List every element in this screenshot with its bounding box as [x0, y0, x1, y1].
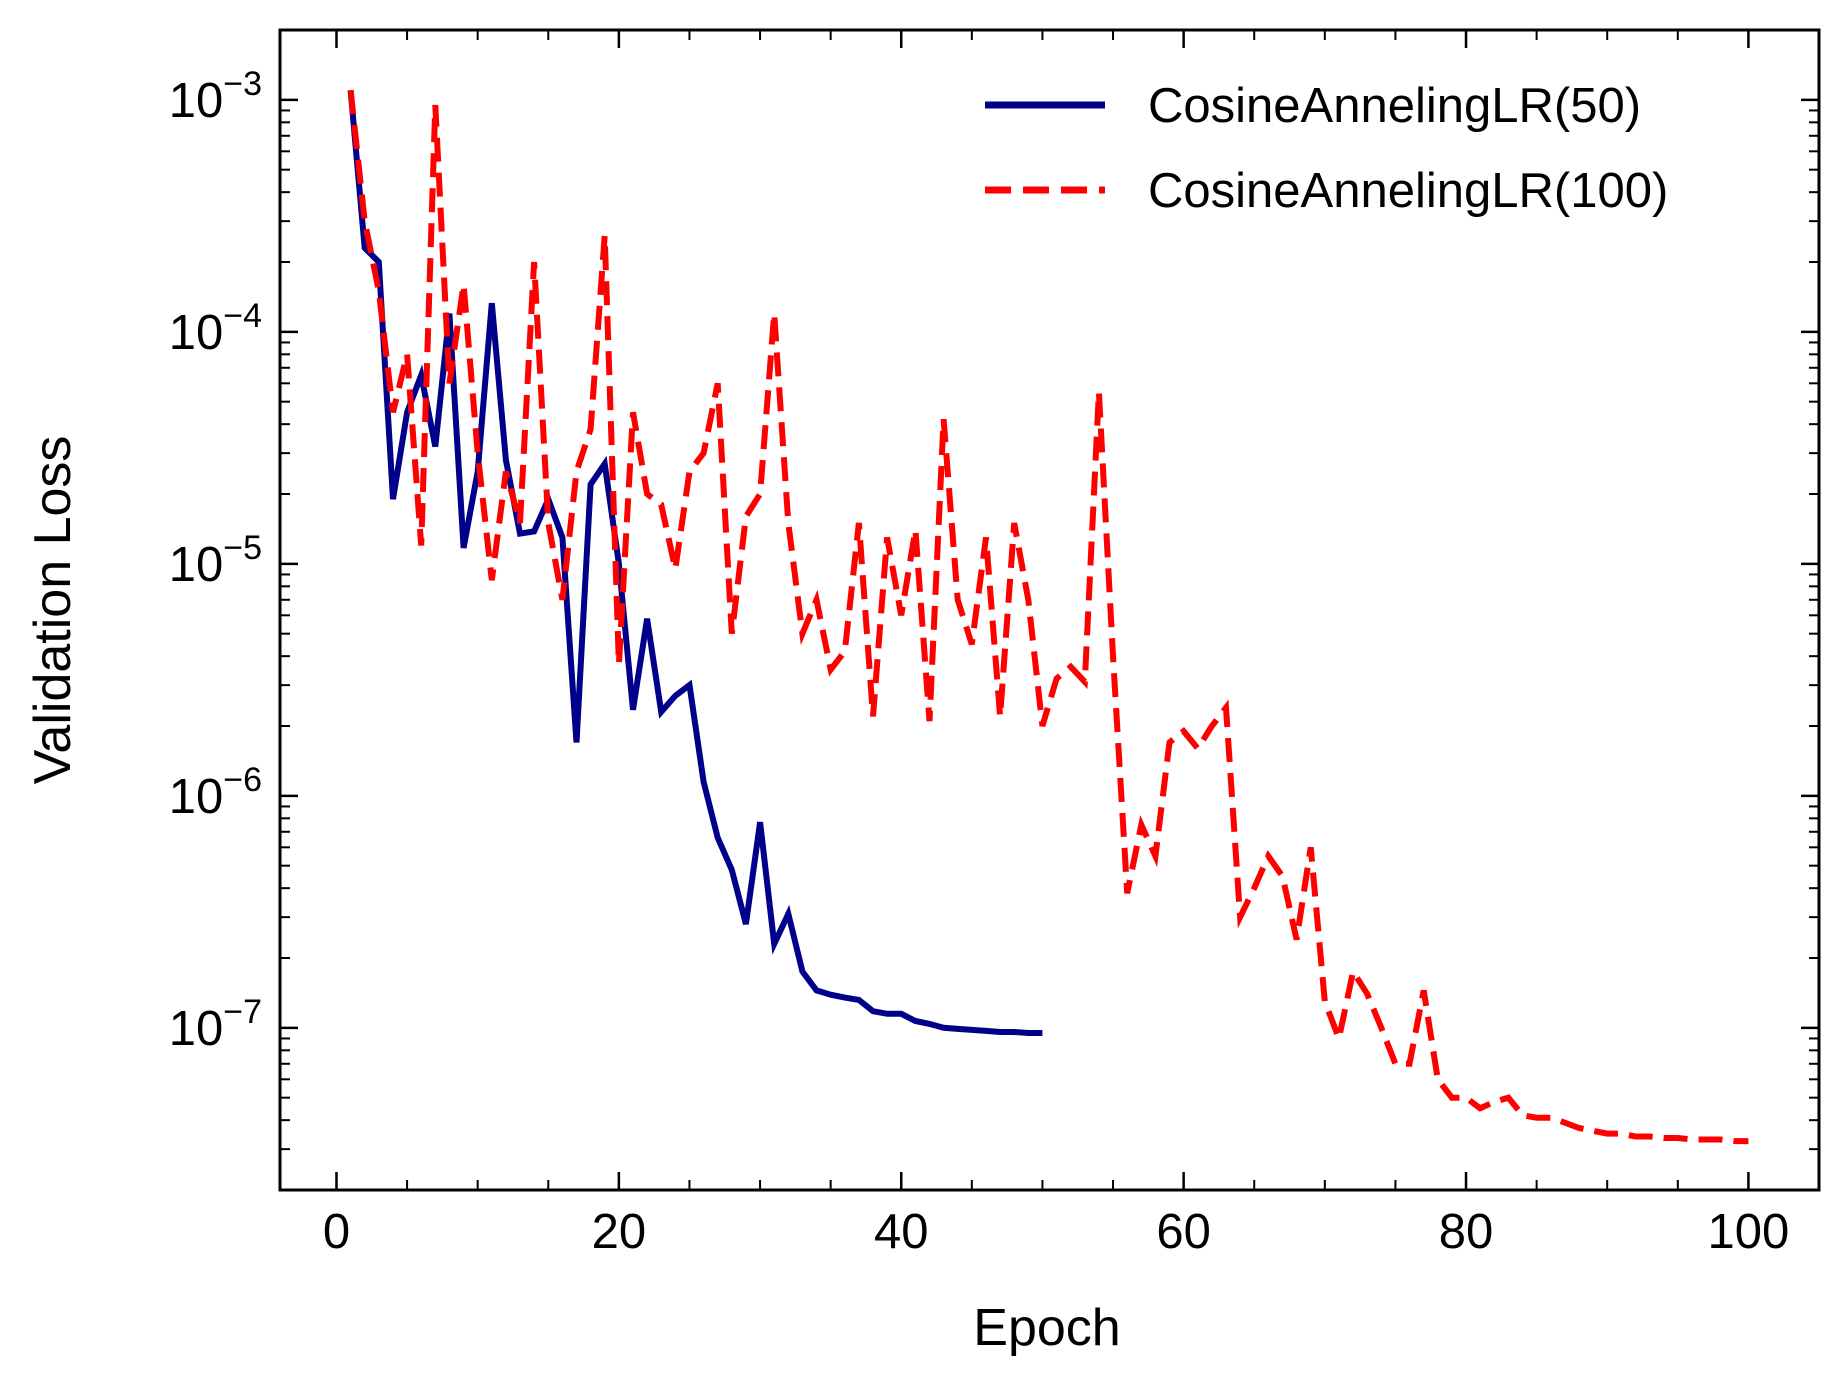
y-tick-label: 10−7 — [169, 993, 262, 1056]
y-tick-label-base: 10 — [169, 1002, 224, 1056]
y-tick-label-exponent: −6 — [223, 761, 262, 799]
y-tick-label: 10−5 — [169, 529, 262, 592]
y-tick-label: 10−6 — [169, 761, 262, 824]
series-layer — [347, 89, 1749, 1145]
y-tick-label-exponent: −3 — [223, 65, 262, 103]
legend-label-cosine-100: CosineAnnelingLR(100) — [1148, 164, 1668, 218]
x-tick-label: 40 — [874, 1205, 929, 1259]
y-axis-title: Validation Loss — [24, 436, 82, 785]
y-tick-labels: 10−310−410−510−610−7 — [169, 65, 262, 1056]
y-tick-label-exponent: −4 — [223, 297, 262, 335]
y-tick-label: 10−3 — [169, 65, 262, 128]
plot-frame — [278, 28, 1821, 1192]
y-tick-label: 10−4 — [169, 297, 262, 360]
y-tick-label-base: 10 — [169, 306, 224, 360]
minor-ticks — [280, 29, 1820, 1191]
major-ticks — [280, 30, 1819, 1190]
y-tick-label-base: 10 — [169, 74, 224, 128]
x-tick-label: 0 — [323, 1205, 350, 1259]
y-tick-label-exponent: −7 — [223, 993, 262, 1031]
y-tick-label-exponent: −5 — [223, 529, 262, 567]
x-axis-title: Epoch — [973, 1299, 1120, 1357]
y-tick-label-base: 10 — [169, 538, 224, 592]
legend-label-cosine-50: CosineAnnelingLR(50) — [1148, 79, 1641, 133]
x-tick-label: 100 — [1708, 1205, 1790, 1259]
x-tick-label: 60 — [1156, 1205, 1211, 1259]
x-tick-label: 20 — [592, 1205, 647, 1259]
series-line-cosine-100 — [347, 89, 1749, 1145]
y-tick-label-base: 10 — [169, 770, 224, 824]
x-tick-labels: 0 20 40 60 80 100 — [323, 1205, 1789, 1259]
x-tick-label: 80 — [1439, 1205, 1494, 1259]
series-line-cosine-50 — [347, 89, 1043, 1036]
legend: CosineAnnelingLR(50) CosineAnnelingLR(10… — [985, 79, 1668, 218]
